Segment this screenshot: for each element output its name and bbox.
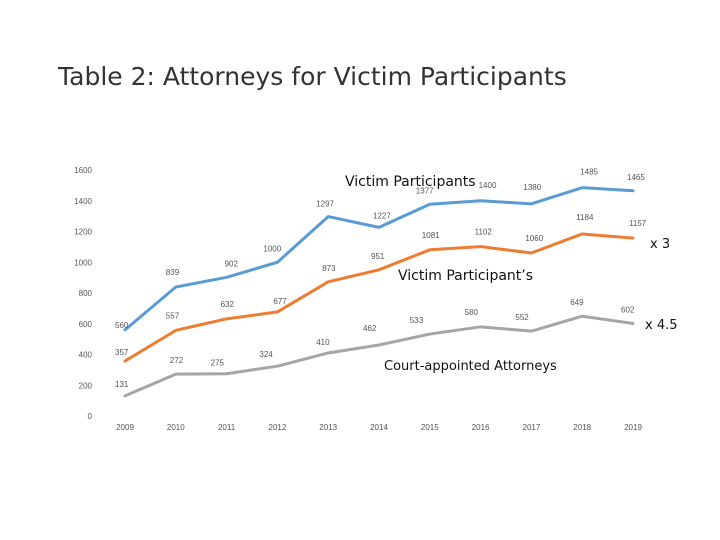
x-tick-label: 2019 [624, 423, 642, 432]
data-label: 839 [166, 268, 180, 277]
y-tick-label: 0 [88, 412, 93, 421]
y-tick-label: 400 [79, 351, 93, 360]
data-label: 324 [259, 350, 273, 359]
data-label: 1157 [629, 219, 647, 228]
data-label: 632 [221, 300, 235, 309]
x-tick-label: 2012 [269, 423, 287, 432]
x-tick-label: 2018 [573, 423, 591, 432]
y-tick-label: 600 [79, 320, 93, 329]
data-label: 1485 [580, 168, 598, 177]
y-tick-label: 1200 [74, 228, 92, 237]
data-label: 1465 [627, 173, 645, 182]
data-label: 1060 [525, 234, 543, 243]
series-line-2 [123, 232, 635, 363]
data-label: 1297 [316, 200, 334, 209]
data-label: 131 [115, 380, 129, 389]
chart-annotation: x 4.5 [645, 318, 678, 333]
series-line-1 [123, 186, 635, 332]
data-label: 873 [322, 264, 336, 273]
data-label: 1377 [416, 186, 434, 195]
x-tick-label: 2017 [523, 423, 541, 432]
data-label: 560 [115, 321, 129, 330]
chart-annotation: Court-appointed Attorneys [384, 359, 557, 374]
chart-annotation: Victim Participants [345, 174, 476, 190]
data-label: 410 [316, 338, 330, 347]
data-label: 1400 [479, 181, 497, 190]
series-group [123, 186, 635, 398]
x-tick-label: 2009 [116, 423, 134, 432]
y-tick-label: 1000 [74, 258, 92, 267]
x-tick-label: 2016 [472, 423, 490, 432]
chart-annotation: x 3 [650, 237, 670, 252]
y-axis: 0 200 400 600 800 1000 1200 1400 1600 [74, 166, 92, 421]
data-label: 602 [621, 305, 635, 314]
data-label: 557 [166, 311, 180, 320]
y-tick-label: 800 [79, 289, 93, 298]
data-label: 1380 [523, 183, 541, 192]
data-label: 1184 [576, 213, 594, 222]
data-label: 357 [115, 348, 129, 357]
data-label: 951 [371, 252, 385, 261]
slide-title: Table 2: Attorneys for Victim Participan… [58, 62, 567, 91]
data-label: 533 [410, 316, 424, 325]
data-label: 1102 [475, 228, 493, 237]
data-label: 272 [170, 356, 184, 365]
data-label: 1000 [263, 244, 281, 253]
data-label: 1081 [422, 231, 440, 240]
data-label: 580 [465, 308, 479, 317]
data-label: 902 [225, 259, 239, 268]
x-tick-label: 2013 [319, 423, 337, 432]
annotations: Victim Participants Victim Participant’s C… [345, 174, 678, 374]
series-line-3 [123, 314, 635, 398]
x-tick-label: 2015 [421, 423, 439, 432]
data-labels: 560 839 902 1000 1297 1227 1377 1400 1380 1485 146… [115, 168, 647, 389]
y-tick-label: 1600 [74, 166, 92, 175]
chart-annotation: Victim Participant’s [398, 268, 533, 284]
data-label: 1227 [373, 211, 391, 220]
x-tick-label: 2010 [167, 423, 185, 432]
y-tick-label: 1400 [74, 197, 92, 206]
data-label: 462 [363, 324, 377, 333]
x-tick-label: 2011 [218, 423, 236, 432]
x-axis: 2009 2010 2011 2012 2013 2014 2015 2016 2017 2018… [116, 423, 642, 432]
data-label: 275 [211, 359, 225, 368]
data-label: 677 [273, 297, 287, 306]
y-tick-label: 200 [79, 381, 93, 390]
data-label: 552 [515, 313, 529, 322]
x-tick-label: 2014 [370, 423, 388, 432]
data-label: 649 [570, 298, 584, 307]
